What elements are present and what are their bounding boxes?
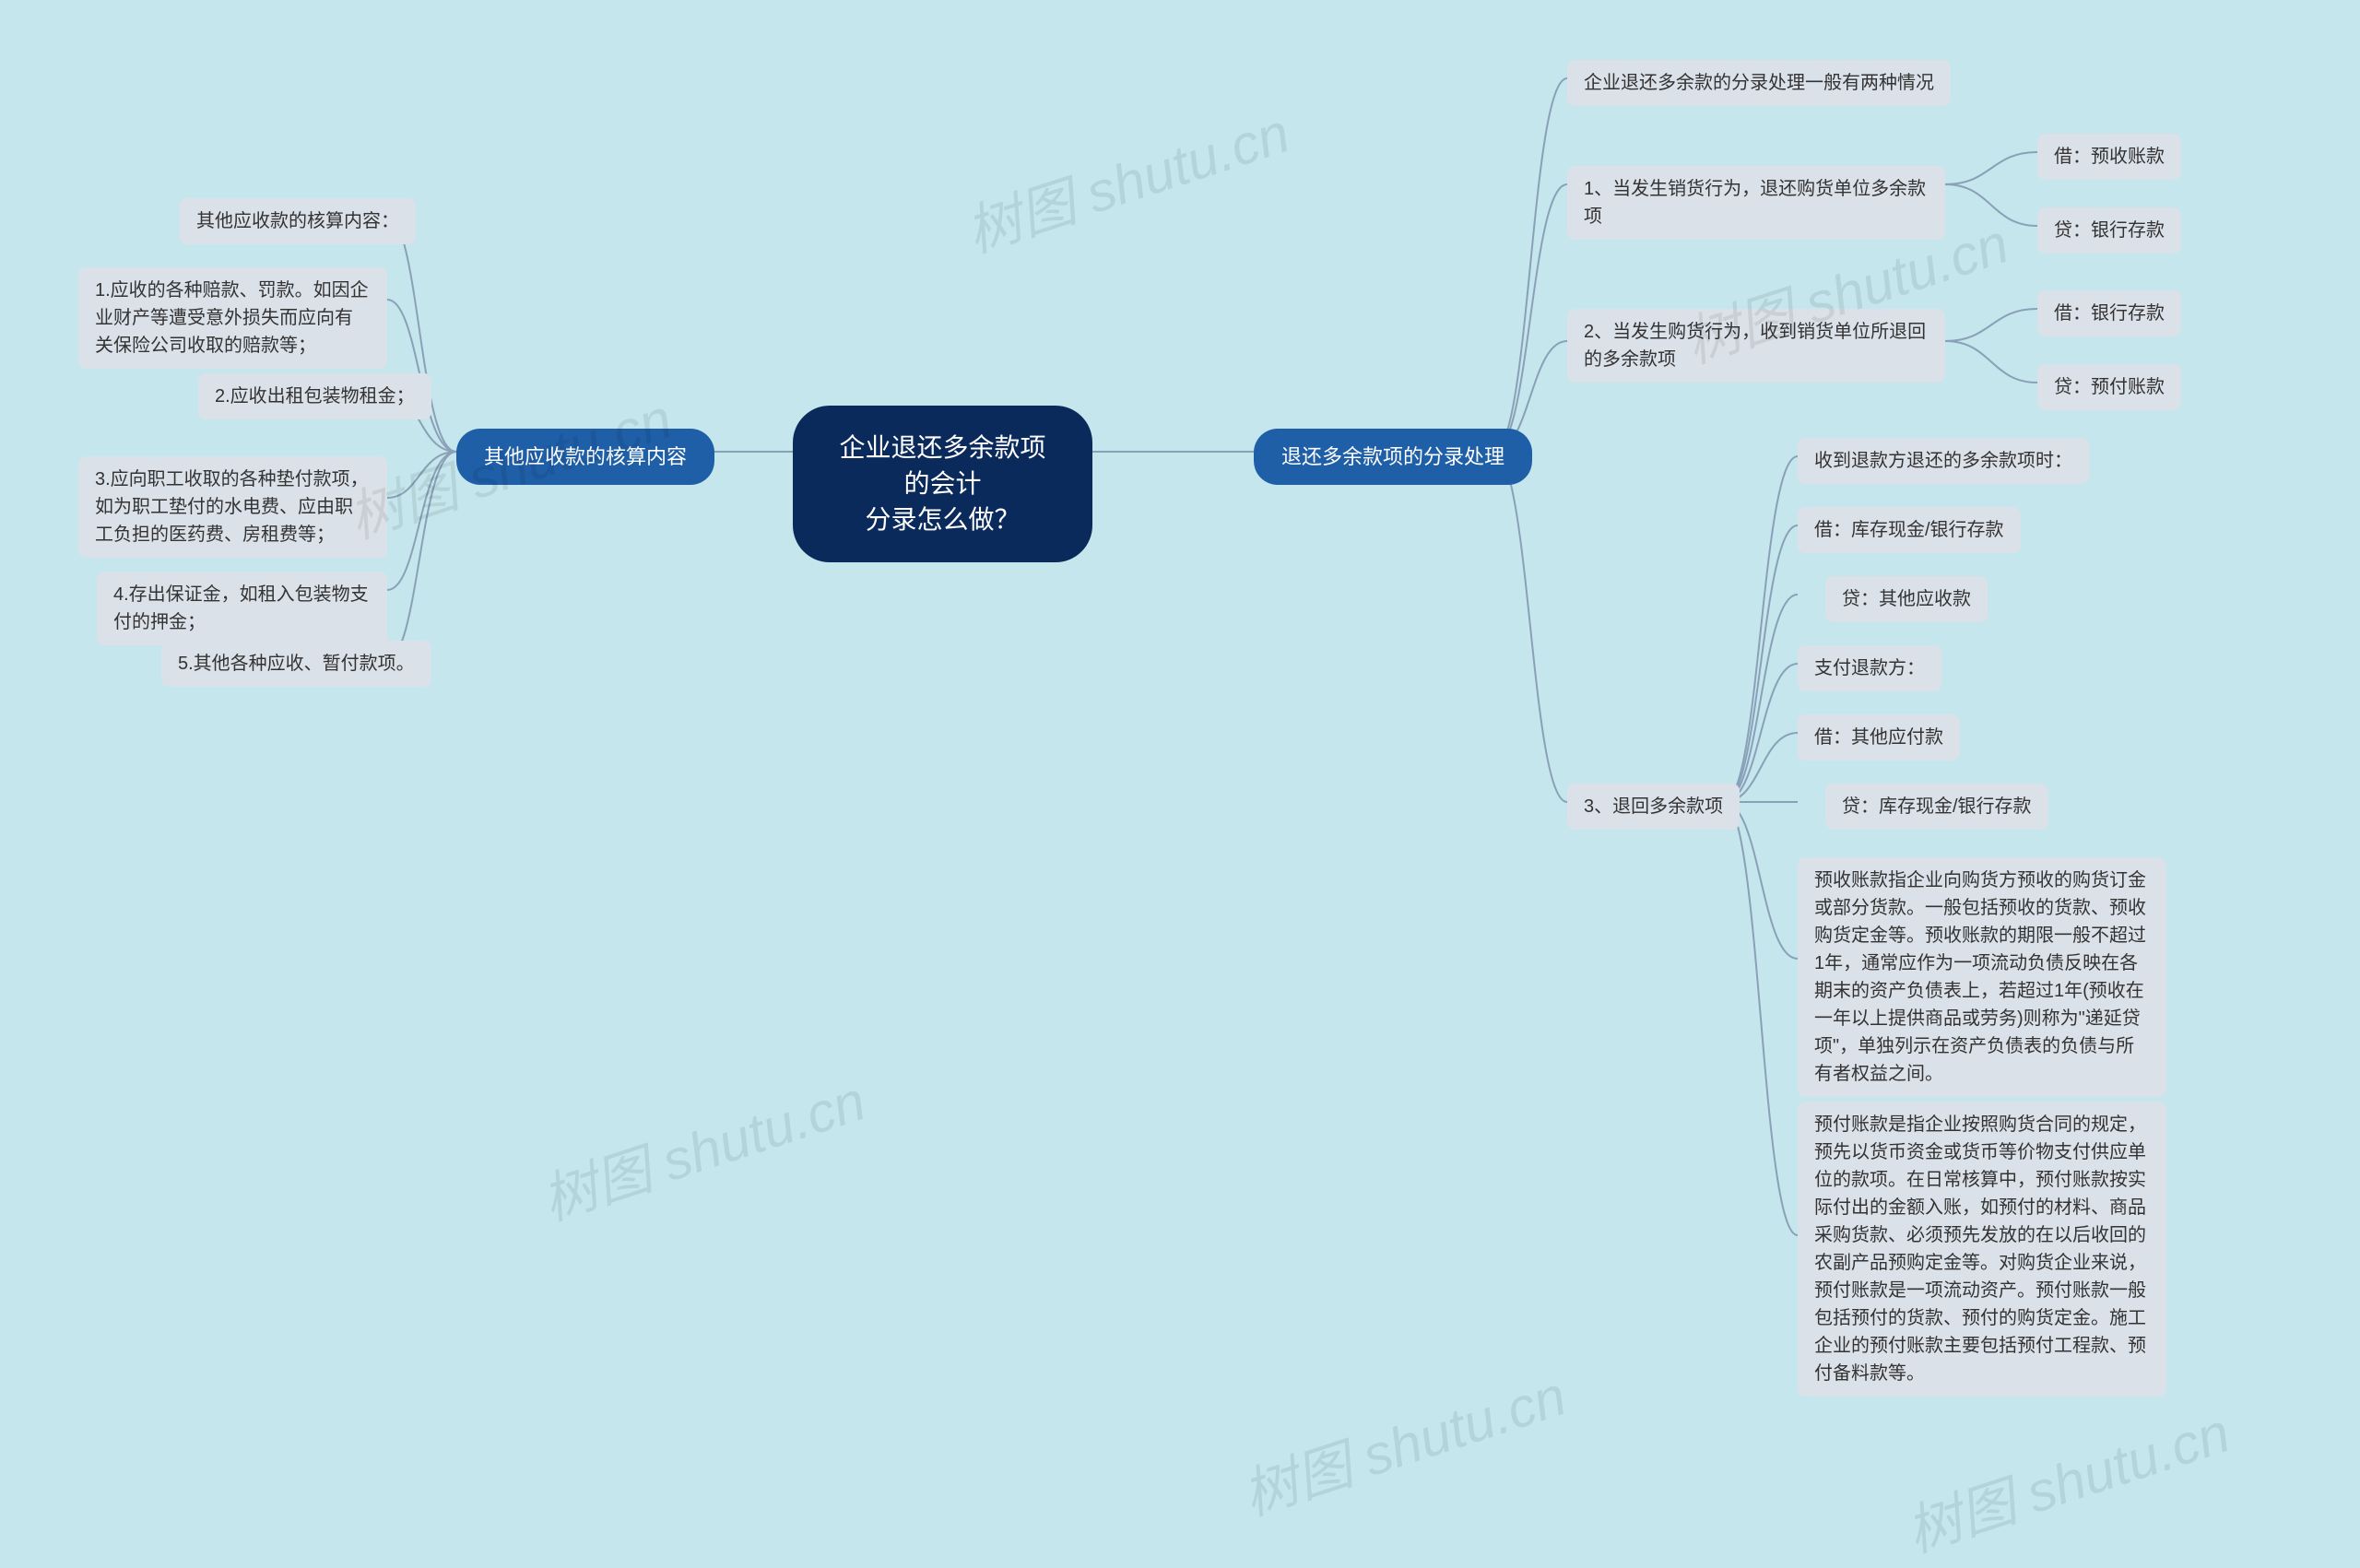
right-branch-node[interactable]: 退还多余款项的分录处理 <box>1254 429 1532 485</box>
left-leaf-2-text: 2.应收出租包装物租金； <box>215 386 415 407</box>
right-sub-1-text: 1、当发生销货行为，退还购货单位多余款项 <box>1584 179 1926 227</box>
left-leaf-5-text: 5.其他各种应收、暂付款项。 <box>178 654 415 674</box>
right-sub-2-0[interactable]: 借：银行存款 <box>2037 290 2181 336</box>
right-sub-3-7[interactable]: 预付账款是指企业按照购货合同的规定，预先以货币资金或货币等价物支付供应单位的款项… <box>1798 1102 2166 1397</box>
watermark: 树图 shutu.cn <box>954 88 1298 268</box>
right-sub-3-7-text: 预付账款是指企业按照购货合同的规定，预先以货币资金或货币等价物支付供应单位的款项… <box>1814 1114 2146 1384</box>
right-sub-3-0-text: 收到退款方退还的多余款项时： <box>1814 451 2072 471</box>
left-leaf-2[interactable]: 2.应收出租包装物租金； <box>198 373 431 419</box>
left-branch-label: 其他应收款的核算内容 <box>484 445 687 468</box>
right-sub-3-2-text: 贷：其他应收款 <box>1842 589 1971 609</box>
center-line1: 企业退还多余款项的会计 <box>839 433 1045 498</box>
right-sub-3-1-text: 借：库存现金/银行存款 <box>1814 520 2004 540</box>
right-sub-2-1-text: 贷：预付账款 <box>2054 377 2165 397</box>
right-branch-label: 退还多余款项的分录处理 <box>1281 445 1504 468</box>
center-line2: 分录怎么做？ <box>865 505 1020 534</box>
right-sub-2-1[interactable]: 贷：预付账款 <box>2037 364 2181 410</box>
left-leaf-4[interactable]: 4.存出保证金，如租入包装物支付的押金； <box>97 572 387 645</box>
right-sub-3-text: 3、退回多余款项 <box>1584 796 1723 817</box>
left-leaf-5[interactable]: 5.其他各种应收、暂付款项。 <box>161 641 431 687</box>
right-sub-1[interactable]: 1、当发生销货行为，退还购货单位多余款项 <box>1567 166 1945 240</box>
center-node[interactable]: 企业退还多余款项的会计 分录怎么做？ <box>793 406 1092 562</box>
right-sub-3-1[interactable]: 借：库存现金/银行存款 <box>1798 507 2021 553</box>
right-sub-0-text: 企业退还多余款的分录处理一般有两种情况 <box>1584 73 1934 93</box>
left-leaf-3[interactable]: 3.应向职工收取的各种垫付款项，如为职工垫付的水电费、应由职工负担的医药费、房租… <box>78 456 387 558</box>
watermark: 树图 shutu.cn <box>530 1056 874 1236</box>
left-leaf-1-text: 1.应收的各种赔款、罚款。如因企业财产等遭受意外损失而应向有关保险公司收取的赔款… <box>95 280 369 356</box>
left-leaf-3-text: 3.应向职工收取的各种垫付款项，如为职工垫付的水电费、应由职工负担的医药费、房租… <box>95 469 369 545</box>
right-sub-1-1[interactable]: 贷：银行存款 <box>2037 207 2181 253</box>
right-sub-2-text: 2、当发生购货行为，收到销货单位所退回的多余款项 <box>1584 322 1926 370</box>
left-leaf-4-text: 4.存出保证金，如租入包装物支付的押金； <box>113 584 369 632</box>
right-sub-3-0[interactable]: 收到退款方退还的多余款项时： <box>1798 438 2089 484</box>
right-sub-3-6[interactable]: 预收账款指企业向购货方预收的购货订金或部分货款。一般包括预收的货款、预收购货定金… <box>1798 857 2166 1097</box>
watermark-text: 树图 shutu.cn <box>1235 1364 1573 1527</box>
watermark-text: 树图 shutu.cn <box>1899 1401 2236 1563</box>
right-sub-3-2[interactable]: 贷：其他应收款 <box>1825 576 1988 622</box>
right-sub-1-1-text: 贷：银行存款 <box>2054 220 2165 241</box>
right-sub-3-4[interactable]: 借：其他应付款 <box>1798 714 1960 760</box>
left-leaf-0[interactable]: 其他应收款的核算内容： <box>180 198 416 244</box>
right-sub-3-5[interactable]: 贷：库存现金/银行存款 <box>1825 784 2048 830</box>
right-sub-3-6-text: 预收账款指企业向购货方预收的购货订金或部分货款。一般包括预收的货款、预收购货定金… <box>1814 870 2146 1084</box>
right-sub-2-0-text: 借：银行存款 <box>2054 303 2165 324</box>
right-sub-3-3-text: 支付退款方： <box>1814 658 1925 678</box>
watermark-text: 树图 shutu.cn <box>535 1069 872 1232</box>
left-leaf-1[interactable]: 1.应收的各种赔款、罚款。如因企业财产等遭受意外损失而应向有关保险公司收取的赔款… <box>78 267 387 369</box>
right-sub-0[interactable]: 企业退还多余款的分录处理一般有两种情况 <box>1567 60 1951 106</box>
right-sub-3-5-text: 贷：库存现金/银行存款 <box>1842 796 2032 817</box>
right-sub-1-0-text: 借：预收账款 <box>2054 147 2165 167</box>
right-sub-3-4-text: 借：其他应付款 <box>1814 727 1943 748</box>
watermark: 树图 shutu.cn <box>1231 1351 1575 1531</box>
left-leaf-0-text: 其他应收款的核算内容： <box>196 211 399 231</box>
right-sub-3[interactable]: 3、退回多余款项 <box>1567 784 1740 830</box>
left-branch-node[interactable]: 其他应收款的核算内容 <box>456 429 714 485</box>
right-sub-2[interactable]: 2、当发生购货行为，收到销货单位所退回的多余款项 <box>1567 309 1945 383</box>
watermark-text: 树图 shutu.cn <box>959 101 1296 264</box>
right-sub-3-3[interactable]: 支付退款方： <box>1798 645 1941 691</box>
watermark: 树图 shutu.cn <box>1894 1388 2238 1568</box>
right-sub-1-0[interactable]: 借：预收账款 <box>2037 134 2181 180</box>
